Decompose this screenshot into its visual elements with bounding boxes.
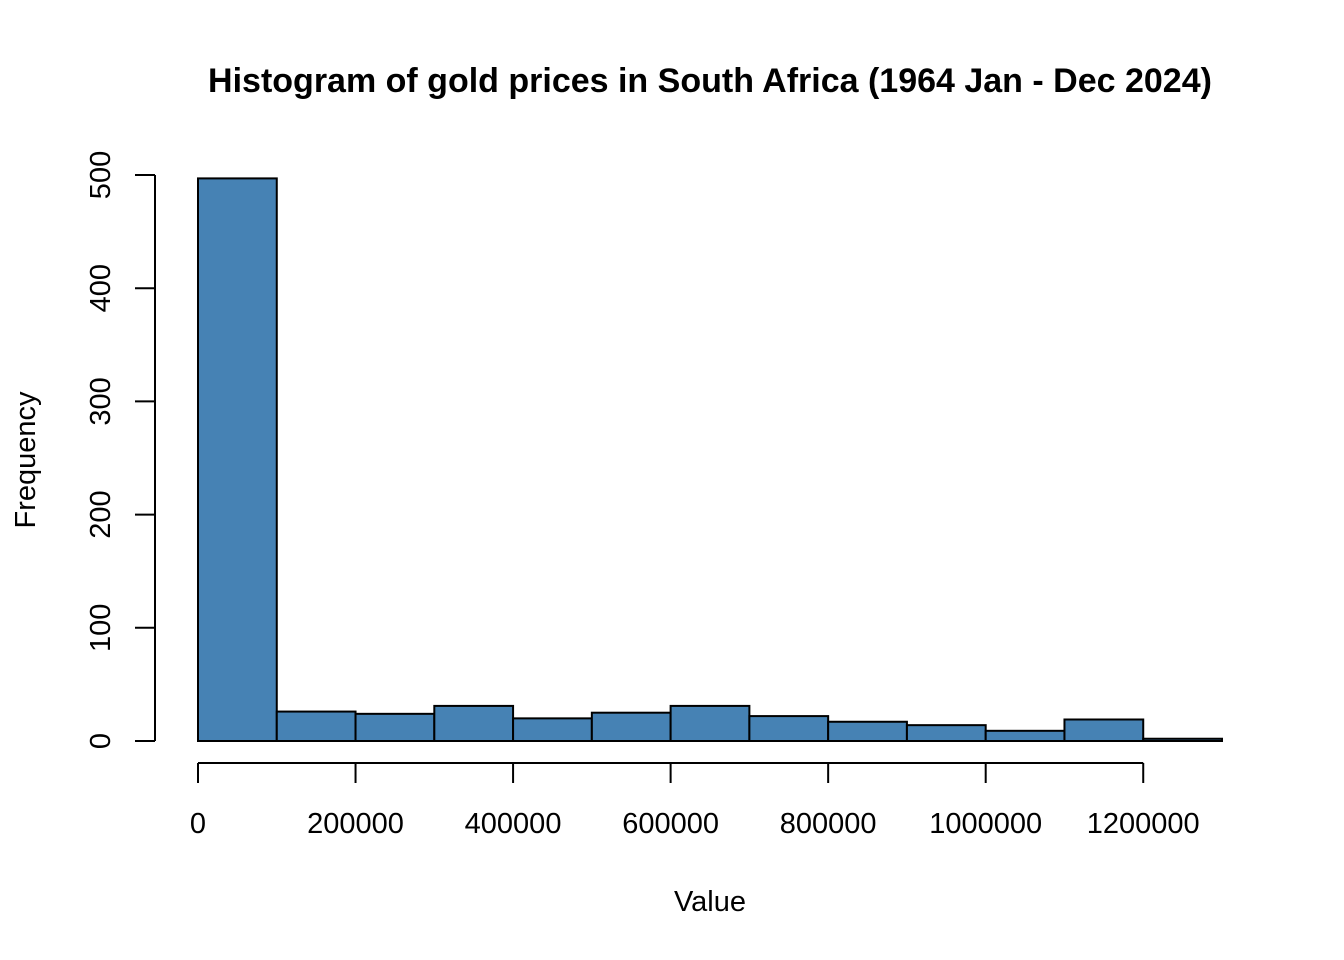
y-tick-label: 300: [85, 377, 117, 425]
histogram-bar: [197, 177, 278, 742]
x-tick-label: 1200000: [1087, 808, 1200, 840]
y-axis: 0 100 200 300 400 500: [85, 151, 156, 749]
x-tick-label: 0: [190, 808, 206, 840]
x-tick-label: 1000000: [929, 808, 1042, 840]
histogram-bar: [1142, 737, 1223, 743]
y-tick-label: 0: [85, 733, 117, 749]
chart-title: Histogram of gold prices in South Africa…: [208, 62, 1212, 100]
x-tick-label: 800000: [780, 808, 877, 840]
histogram-bar: [905, 724, 987, 742]
y-tick-label: 200: [85, 490, 117, 538]
histogram-bar: [354, 712, 436, 742]
histogram-bar: [512, 717, 593, 742]
histogram-bar: [669, 704, 751, 743]
histogram-bar: [984, 729, 1066, 743]
histogram-bar: [590, 711, 672, 743]
x-tick-label: 400000: [465, 808, 562, 840]
x-axis-label: Value: [674, 886, 746, 918]
x-axis: 0 200000 400000 600000 800000 1000000 1200000: [190, 762, 1200, 840]
histogram-bar: [433, 704, 515, 743]
x-tick-label: 200000: [307, 808, 404, 840]
histogram-bar: [827, 720, 908, 742]
histogram-bar: [748, 715, 830, 743]
y-tick-label: 400: [85, 264, 117, 312]
y-axis-label: Frequency: [10, 391, 42, 529]
histogram-bar: [275, 710, 357, 742]
x-tick-label: 600000: [622, 808, 719, 840]
y-tick-label: 100: [85, 604, 117, 652]
histogram-bar: [1063, 718, 1145, 743]
y-tick-label: 500: [85, 151, 117, 199]
histogram-bars: [197, 177, 1223, 743]
